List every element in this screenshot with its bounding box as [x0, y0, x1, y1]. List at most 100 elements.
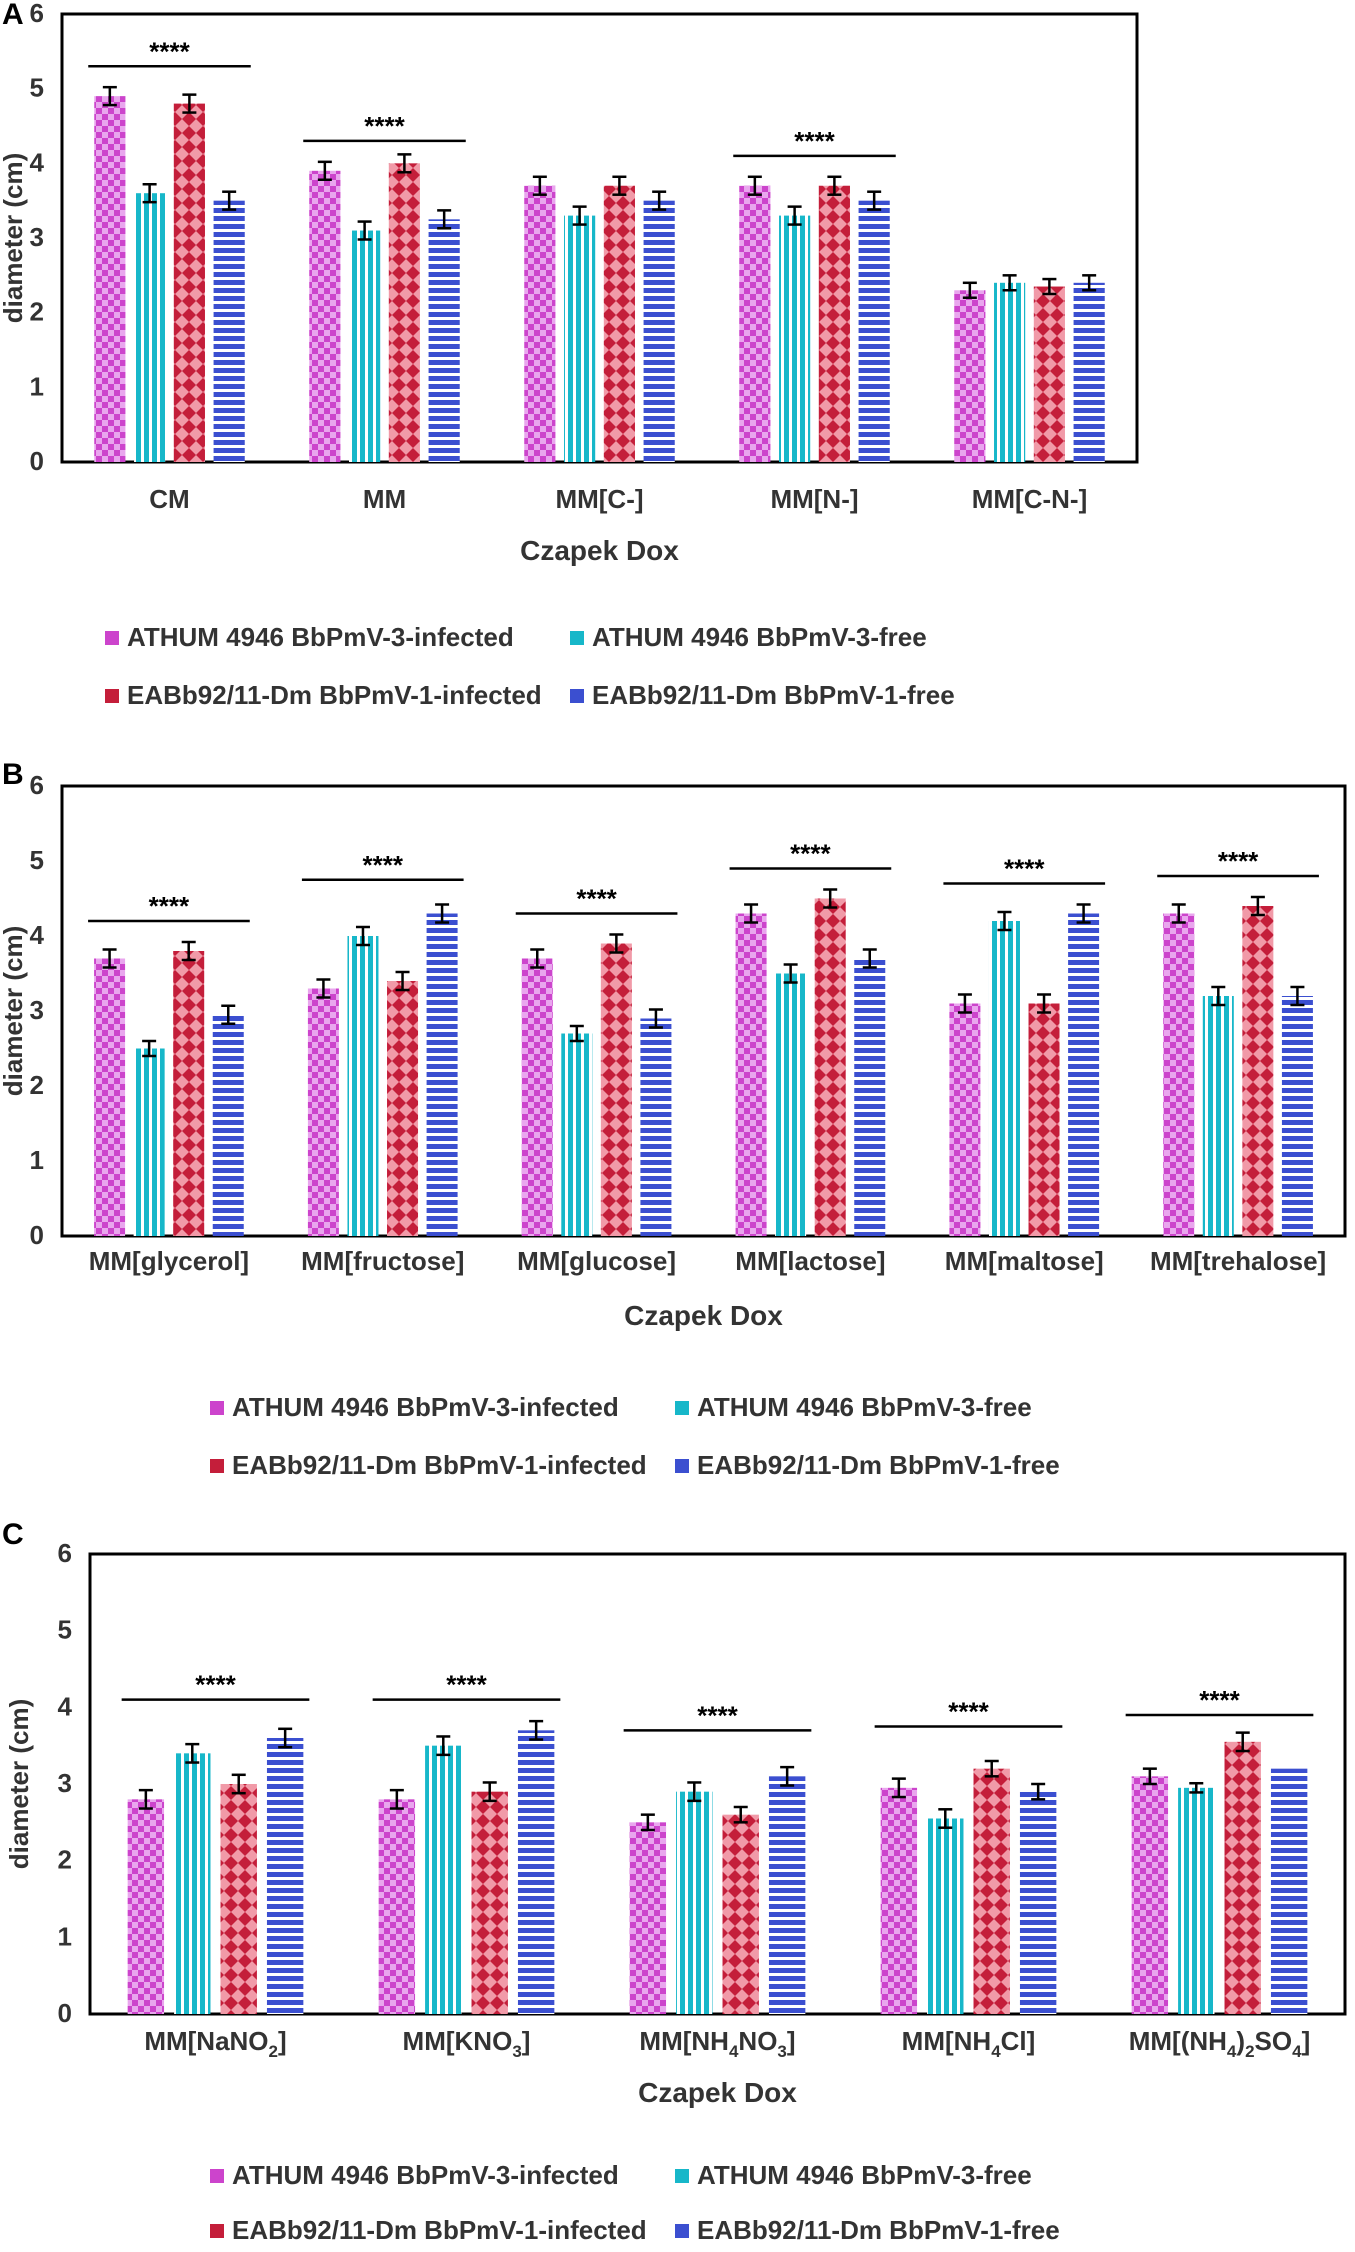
bar-s0-c2 [629, 1822, 667, 2014]
x-tick-label: MM[trehalose] [1150, 1246, 1326, 1276]
panel-label-b: B [2, 758, 24, 791]
x-tick-label: MM[KNO3] [403, 2026, 531, 2061]
legend-item-eabb-free: EABb92/11-Dm BbPmV-1-free [570, 680, 955, 711]
bar-s3-c3 [854, 958, 886, 1236]
bar-s1-c2 [676, 1791, 713, 2014]
x-tick-label: MM[glucose] [517, 1246, 676, 1276]
legend-label-eabb-free: EABb92/11-Dm BbPmV-1-free [697, 1450, 1060, 1480]
legend-swatch-athum-free [570, 630, 584, 645]
legend-label-athum-infected: ATHUM 4946 BbPmV-3-infected [232, 1392, 619, 1422]
x-tick-label-part: NO [738, 2026, 777, 2056]
x-tick-label-part: MM[NaNO [144, 2026, 268, 2056]
legend-item-athum-free: ATHUM 4946 BbPmV-3-free [570, 622, 927, 653]
bar-s3-c1 [428, 219, 460, 462]
bar-s2-c5 [1242, 906, 1274, 1236]
legend-item-athum-free: ATHUM 4946 BbPmV-3-free [675, 2160, 1032, 2191]
panel-label-c: C [2, 1518, 24, 1551]
x-tick-label-part: SO [1255, 2026, 1293, 2056]
x-tick-label: MM[(NH4)2SO4] [1129, 2026, 1311, 2061]
x-tick-label: MM[N-] [770, 484, 858, 514]
x-tick-label-part: ] [522, 2026, 531, 2056]
y-tick-label: 0 [30, 1220, 44, 1250]
legend-swatch-eabb-free [570, 688, 584, 703]
bar-s3-c3 [1019, 1791, 1057, 2014]
bar-s1-c2 [564, 215, 596, 462]
bar-s3-c2 [643, 200, 675, 462]
bar-s2-c1 [388, 163, 420, 463]
bar-s0-c5 [1163, 913, 1195, 1236]
legend-swatch-athum-infected [210, 2168, 224, 2183]
x-tick-label-part: ] [278, 2026, 287, 2056]
bar-s0-c3 [739, 185, 771, 462]
legend-label-eabb-infected: EABb92/11-Dm BbPmV-1-infected [232, 2215, 647, 2245]
x-axis-title: Czapek Dox [638, 2077, 797, 2108]
bar-s3-c0 [266, 1738, 304, 2014]
bar-s3-c4 [1068, 913, 1100, 1236]
x-tick-label-part: MM[(NH [1129, 2026, 1227, 2056]
bar-s0-c1 [378, 1799, 416, 2014]
bar-s0-c4 [954, 290, 986, 462]
x-tick-label: MM[lactose] [735, 1246, 885, 1276]
bar-s2-c3 [973, 1768, 1010, 2014]
bar-s2-c0 [220, 1784, 257, 2014]
x-tick-label-part: MM[NH [902, 2026, 992, 2056]
plot-frame [88, 1552, 1347, 2016]
bar-s2-c2 [600, 943, 632, 1236]
panel-b: B 0 1 2 3 4 5 6 diameter (cm) MM[glycerol] MM[fru… [0, 758, 1355, 1500]
y-tick-label: 1 [30, 1145, 44, 1175]
legend-c: ATHUM 4946 BbPmV-3-infected ATHUM 4946 B… [0, 1520, 1355, 2252]
legend-swatch-eabb-infected [105, 688, 119, 703]
bar-s1-c4 [988, 921, 1020, 1236]
y-tick-label: 0 [30, 446, 44, 476]
bar-s1-c1 [425, 1745, 462, 2014]
legend-swatch-athum-infected [105, 630, 119, 645]
bar-s0-c3 [880, 1787, 918, 2014]
bar-s1-c0 [174, 1753, 211, 2014]
legend-swatch-athum-infected [210, 1400, 224, 1415]
x-tick-label: MM [363, 484, 406, 514]
legend-label-athum-infected: ATHUM 4946 BbPmV-3-infected [232, 2160, 619, 2190]
bar-s2-c4 [1028, 1003, 1060, 1236]
bar-s2-c3 [814, 898, 846, 1236]
significance-stars: **** [1004, 854, 1045, 884]
legend-item-athum-infected: ATHUM 4946 BbPmV-3-infected [105, 622, 514, 653]
x-tick-label: MM[maltose] [945, 1246, 1104, 1276]
bar-s2-c4 [1033, 286, 1065, 462]
legend-b: ATHUM 4946 BbPmV-3-infected ATHUM 4946 B… [0, 760, 1355, 1500]
bar-s0-c4 [1131, 1776, 1169, 2014]
x-tick-label-part: MM[NH [639, 2026, 729, 2056]
bar-s0-c1 [307, 988, 339, 1236]
x-tick-label: MM[NH4NO3] [639, 2026, 795, 2061]
significance-stars: **** [1218, 846, 1259, 876]
y-tick-label: 3 [58, 1768, 72, 1798]
significance-stars: **** [195, 1670, 236, 1700]
legend-item-eabb-free: EABb92/11-Dm BbPmV-1-free [675, 2215, 1060, 2246]
legend-swatch-athum-free [675, 1400, 689, 1415]
bar-s3-c3 [858, 200, 890, 462]
bar-s3-c0 [212, 1014, 244, 1236]
bar-s1-c3 [775, 973, 807, 1236]
bar-s3-c4 [1270, 1768, 1308, 2014]
x-tick-label-part: MM[KNO [403, 2026, 513, 2056]
bar-s0-c0 [127, 1799, 165, 2014]
significance-stars: **** [576, 884, 617, 914]
x-tick-label-part: 3 [777, 2042, 786, 2061]
legend-label-athum-free: ATHUM 4946 BbPmV-3-free [592, 622, 927, 652]
y-tick-label: 4 [58, 1691, 73, 1721]
y-tick-label: 2 [58, 1845, 72, 1875]
legend-item-eabb-free: EABb92/11-Dm BbPmV-1-free [675, 1450, 1060, 1481]
x-tick-label-part: ] [1302, 2026, 1311, 2056]
bar-s2-c1 [471, 1791, 508, 2014]
bar-s1-c5 [1202, 996, 1234, 1236]
legend-swatch-eabb-free [675, 1458, 689, 1473]
bar-s1-c2 [561, 1033, 593, 1236]
bar-s1-c1 [347, 936, 379, 1236]
x-tick-label: CM [149, 484, 189, 514]
legend-item-eabb-infected: EABb92/11-Dm BbPmV-1-infected [105, 680, 542, 711]
legend-label-athum-free: ATHUM 4946 BbPmV-3-free [697, 2160, 1032, 2190]
bar-s2-c0 [173, 103, 205, 462]
x-tick-label-part: 4 [1292, 2042, 1302, 2061]
panel-c: C 0 1 2 3 4 5 6 diameter (cm) MM[NaNO2] MM[KNO3] M… [0, 1518, 1355, 2252]
